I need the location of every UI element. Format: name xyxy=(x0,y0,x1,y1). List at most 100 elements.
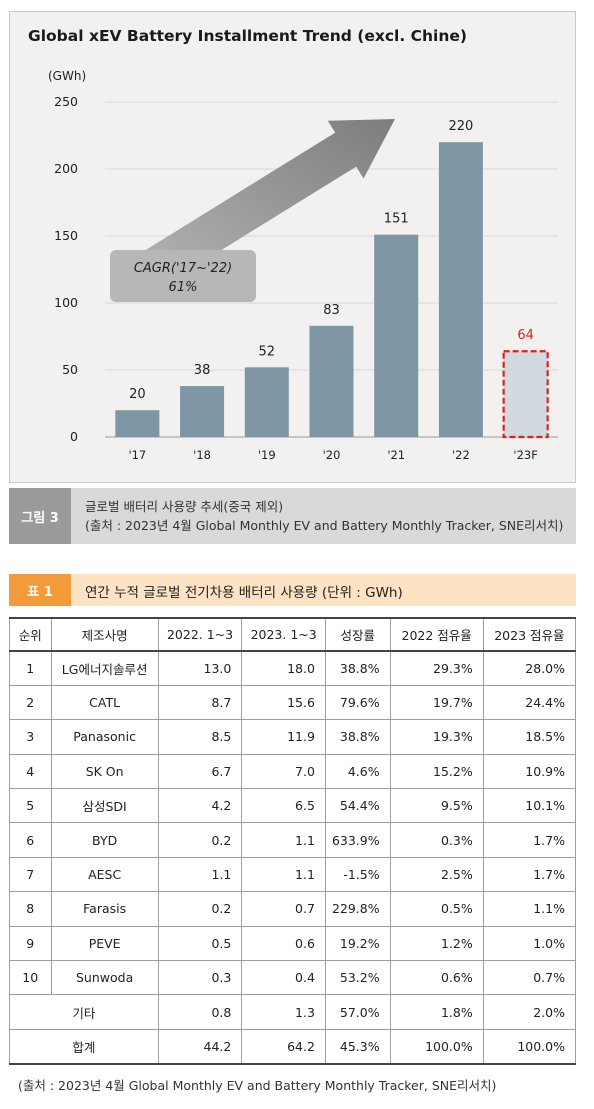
y-tick-label: 50 xyxy=(62,362,78,377)
table-cell: 8.5 xyxy=(157,719,243,755)
table-cell: 2.0% xyxy=(482,994,577,1030)
figure-caption-line1: 글로벌 배터리 사용량 추세(중국 제외) xyxy=(85,499,284,514)
table-cell: 57.0% xyxy=(324,994,391,1030)
table-row: 1 LG에너지솔루션 13.0 18.0 38.8% 29.3% 28.0% xyxy=(9,650,577,686)
table-cell: 합계 xyxy=(9,1028,159,1065)
table-cell: 6 xyxy=(9,822,52,858)
table-cell: 9.5% xyxy=(389,788,484,824)
table-cell: 삼성SDI xyxy=(50,788,159,824)
bar-value-label: 151 xyxy=(384,212,409,227)
table-cell: 24.4% xyxy=(482,684,577,721)
table-row: 5 삼성SDI 4.2 6.5 54.4% 9.5% 10.1% xyxy=(9,788,577,824)
table-cell: 100.0% xyxy=(482,1028,577,1065)
table-cell: 64.2 xyxy=(241,1028,326,1065)
table-cell: 3 xyxy=(9,719,52,755)
table-cell: 0.5% xyxy=(389,891,484,927)
table-cell: 45.3% xyxy=(324,1028,391,1065)
table-cell: 7 xyxy=(9,856,52,893)
table-cell: 19.3% xyxy=(389,719,484,755)
table-cell: 19.7% xyxy=(389,684,484,721)
table-row: 2 CATL 8.7 15.6 79.6% 19.7% 24.4% xyxy=(9,684,577,721)
table-row: 9 PEVE 0.5 0.6 19.2% 1.2% 1.0% xyxy=(9,925,577,962)
bar-value-label: 220 xyxy=(449,119,474,134)
table-cell: 44.2 xyxy=(157,1028,243,1065)
bar-value-label: 52 xyxy=(259,344,276,359)
table-cell: 0.8 xyxy=(157,994,243,1030)
table-cell: 기타 xyxy=(9,994,159,1030)
table-cell: 10 xyxy=(9,960,52,996)
table-cell: 4.6% xyxy=(324,753,391,790)
table-source: (출처 : 2023년 4월 Global Monthly EV and Bat… xyxy=(18,1078,497,1093)
table-cell: 6.5 xyxy=(241,788,326,824)
table-cell: 53.2% xyxy=(324,960,391,996)
table-cell: 1.3 xyxy=(241,994,326,1030)
table-cell: 0.2 xyxy=(157,891,243,927)
table-cell: 0.7 xyxy=(241,891,326,927)
table-row-total: 합계 44.2 64.2 45.3% 100.0% 100.0% xyxy=(9,1028,577,1065)
table-cell: 15.2% xyxy=(389,753,484,790)
bar-value-label: 38 xyxy=(194,363,211,378)
table-cell: 6.7 xyxy=(157,753,243,790)
table-cell: 10.1% xyxy=(482,788,577,824)
table-cell: 633.9% xyxy=(324,822,391,858)
chart-panel: Global xEV Battery Installment Trend (ex… xyxy=(9,11,576,483)
table-row: 10 Sunwoda 0.3 0.4 53.2% 0.6% 0.7% xyxy=(9,960,577,996)
table-cell: 13.0 xyxy=(157,650,243,686)
bar xyxy=(115,410,160,437)
table-cell: 0.3% xyxy=(389,822,484,858)
table-cell: 1.7% xyxy=(482,856,577,893)
bar-value-label: 20 xyxy=(129,387,146,402)
table-cell: CATL xyxy=(50,684,159,721)
table-row-other: 기타 0.8 1.3 57.0% 1.8% 2.0% xyxy=(9,994,577,1030)
table-cell: 0.7% xyxy=(482,960,577,996)
bar xyxy=(374,234,419,437)
table-cell: 4.2 xyxy=(157,788,243,824)
x-tick-label: '19 xyxy=(258,448,276,462)
table-cell: 54.4% xyxy=(324,788,391,824)
table-cell: AESC xyxy=(50,856,159,893)
figure-label: 그림 3 xyxy=(9,488,71,544)
x-tick-label: '23F xyxy=(513,448,537,462)
bar-chart: (GWh) 0 50 100 150 200 250 CAGR('17~'22) 61% 20 '1… xyxy=(48,69,558,462)
table-body: 1 LG에너지솔루션 13.0 18.0 38.8% 29.3% 28.0% 2 CATL 8.7… xyxy=(9,650,577,1065)
battery-usage-table: 순위 제조사명 2022. 1~3 2023. 1~3 성장률 2022 점유율… xyxy=(9,617,577,1065)
y-tick-label: 100 xyxy=(54,295,78,310)
bar-value-label: 83 xyxy=(323,303,340,318)
table-cell: 7.0 xyxy=(241,753,326,790)
y-tick-label: 0 xyxy=(70,429,78,444)
bar-value-label: 64 xyxy=(517,328,534,343)
table-cell: 8 xyxy=(9,891,52,927)
table-cell: 0.3 xyxy=(157,960,243,996)
table-cell: 8.7 xyxy=(157,684,243,721)
table-cell: 15.6 xyxy=(241,684,326,721)
table-cell: 18.0 xyxy=(241,650,326,686)
figure-caption-line2: (출처 : 2023년 4월 Global Monthly EV and Bat… xyxy=(85,518,564,533)
header-growth: 성장률 xyxy=(324,617,391,652)
table-cell: 1.1% xyxy=(482,891,577,927)
table-cell: PEVE xyxy=(50,925,159,962)
table-cell: 1 xyxy=(9,650,52,686)
bar xyxy=(309,325,354,437)
table-cell: Sunwoda xyxy=(50,960,159,996)
table-cell: 10.9% xyxy=(482,753,577,790)
table-row: 3 Panasonic 8.5 11.9 38.8% 19.3% 18.5% xyxy=(9,719,577,755)
y-tick-label: 150 xyxy=(54,228,78,243)
table-cell: Farasis xyxy=(50,891,159,927)
table-cell: Panasonic xyxy=(50,719,159,755)
table-cell: 0.2 xyxy=(157,822,243,858)
table-row: 4 SK On 6.7 7.0 4.6% 15.2% 10.9% xyxy=(9,753,577,790)
x-tick-label: '20 xyxy=(323,448,341,462)
table-cell: 100.0% xyxy=(389,1028,484,1065)
cagr-value: 61% xyxy=(169,280,198,295)
table-row: 8 Farasis 0.2 0.7 229.8% 0.5% 1.1% xyxy=(9,891,577,927)
bar xyxy=(438,142,483,437)
header-rank: 순위 xyxy=(9,617,52,652)
cagr-label: CAGR('17~'22) xyxy=(134,261,232,276)
chart-title: Global xEV Battery Installment Trend (ex… xyxy=(28,27,467,45)
table-cell: -1.5% xyxy=(324,856,391,893)
x-tick-label: '18 xyxy=(193,448,211,462)
table-header-row: 순위 제조사명 2022. 1~3 2023. 1~3 성장률 2022 점유율… xyxy=(9,617,577,652)
table-cell: 19.2% xyxy=(324,925,391,962)
cagr-box xyxy=(110,250,256,302)
header-share-2022: 2022 점유율 xyxy=(389,617,484,652)
